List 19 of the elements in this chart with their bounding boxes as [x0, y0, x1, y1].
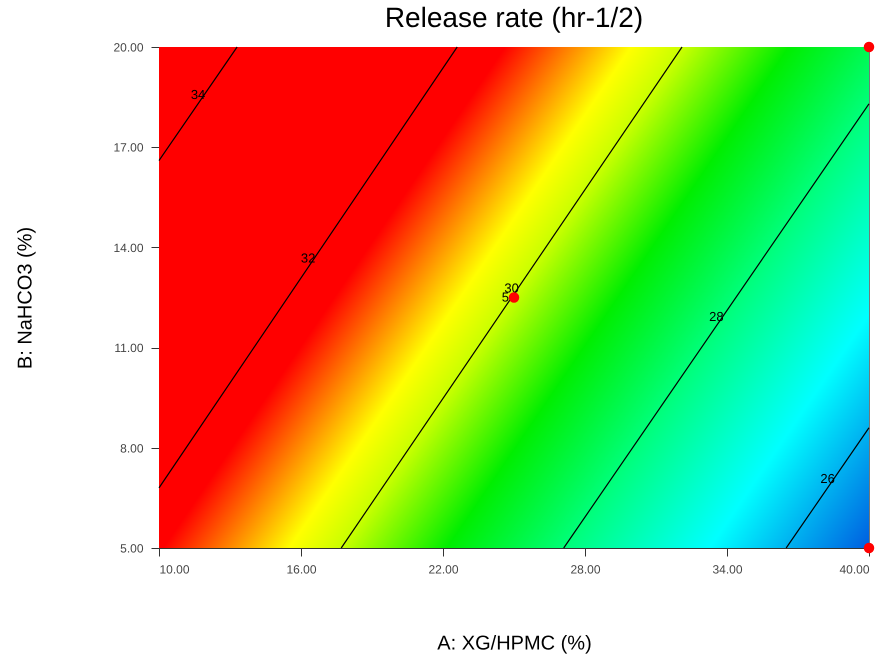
- series-label: 32: [300, 250, 316, 266]
- x-tick-label: 10.00: [160, 562, 190, 576]
- x-tick-label: 22.00: [428, 562, 459, 576]
- x-tick-label: 40.00: [839, 562, 870, 576]
- y-tick-label: 20.00: [113, 40, 144, 54]
- y-tick-label: 8.00: [120, 441, 144, 456]
- chart-title: Release rate (hr-1/2): [384, 2, 644, 33]
- x-tick-label: 28.00: [570, 562, 601, 576]
- y-tick-label: 5.00: [120, 542, 144, 556]
- series-label: 28: [709, 308, 724, 324]
- y-tick-label: 11.00: [114, 341, 144, 356]
- x-tick-label: 16.00: [286, 562, 317, 576]
- y-axis-title: B: NaHCO3 (%): [14, 226, 36, 370]
- x-axis-title: A: XG/HPMC (%): [437, 632, 592, 654]
- series-label: 34: [190, 86, 206, 102]
- y-tick-label: 17.00: [113, 140, 144, 155]
- x-tick-label: 34.00: [712, 562, 743, 576]
- series-label: 26: [820, 470, 835, 486]
- y-tick-label: 14.00: [113, 240, 144, 255]
